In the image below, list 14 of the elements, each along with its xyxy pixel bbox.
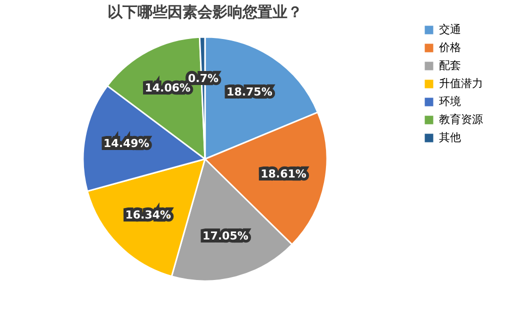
legend-label: 交通 — [439, 23, 461, 36]
data-label: 16.34% — [125, 208, 172, 222]
legend-label: 配套 — [439, 59, 461, 72]
legend-label: 环境 — [439, 95, 461, 108]
data-label: 14.49% — [104, 137, 150, 150]
data-label: 18.75% — [226, 85, 272, 98]
data-label: 18.61% — [260, 167, 306, 180]
legend-label: 其他 — [439, 131, 461, 144]
legend-label: 升值潜力 — [439, 77, 483, 90]
legend-label: 价格 — [438, 41, 461, 54]
chart-title: 以下哪些因素会影响您置业？ — [108, 3, 302, 21]
data-label: 14.06% — [144, 81, 191, 94]
data-label: 17.05% — [202, 229, 248, 242]
legend-label: 教育资源 — [439, 113, 483, 126]
